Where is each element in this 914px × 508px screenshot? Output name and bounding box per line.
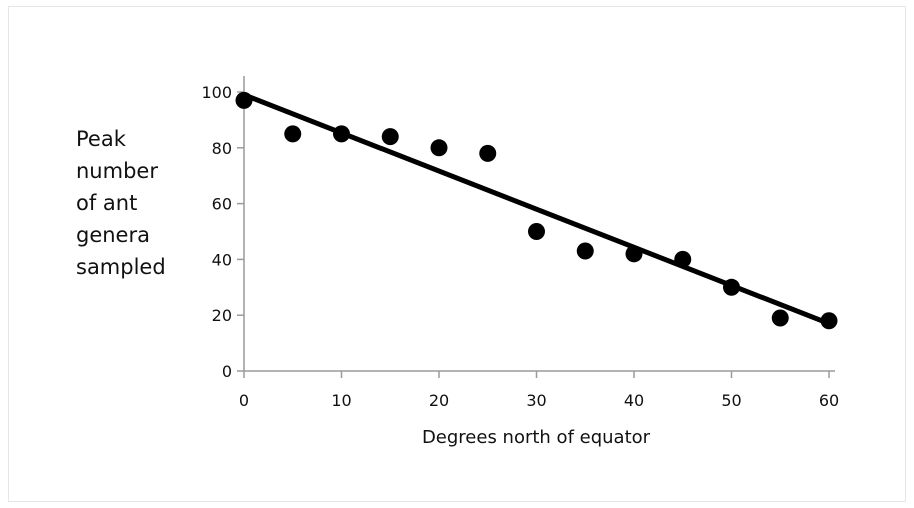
data-point	[528, 223, 545, 240]
x-tick-label: 40	[624, 391, 644, 410]
y-tick-label: 100	[201, 83, 232, 102]
data-point	[820, 312, 838, 330]
data-point	[479, 144, 497, 162]
data-point	[333, 125, 350, 143]
data-point	[284, 125, 302, 143]
data-point	[771, 309, 789, 327]
y-tick-label: 60	[212, 195, 232, 214]
trendline	[241, 92, 832, 327]
x-tick-label: 50	[721, 391, 741, 410]
x-tick-label: 0	[239, 391, 249, 410]
data-point	[235, 91, 253, 109]
x-tick-label: 60	[819, 391, 839, 410]
data-point	[625, 245, 643, 263]
y-axis-label: Peak number of ant genera sampled	[76, 127, 166, 279]
x-axis-label: Degrees north of equator	[422, 427, 651, 448]
x-ticks: 0 10 20 30 40 50 60	[239, 371, 839, 410]
chart-frame	[8, 6, 906, 502]
data-point	[430, 139, 448, 157]
axes	[243, 76, 835, 372]
data-point	[381, 128, 399, 146]
x-tick-label: 20	[429, 391, 449, 410]
trendline-group	[241, 92, 832, 327]
data-point	[576, 242, 594, 260]
data-point	[674, 250, 692, 268]
x-tick-label: 30	[526, 391, 546, 410]
y-tick-label: 0	[222, 362, 232, 381]
data-points	[235, 91, 838, 330]
data-point	[723, 278, 740, 296]
y-tick-label: 80	[212, 139, 232, 158]
y-ticks: 0 20 40 60 80 100	[201, 83, 244, 381]
y-tick-label: 20	[212, 306, 232, 325]
x-tick-label: 10	[331, 391, 351, 410]
y-tick-label: 40	[212, 250, 232, 269]
